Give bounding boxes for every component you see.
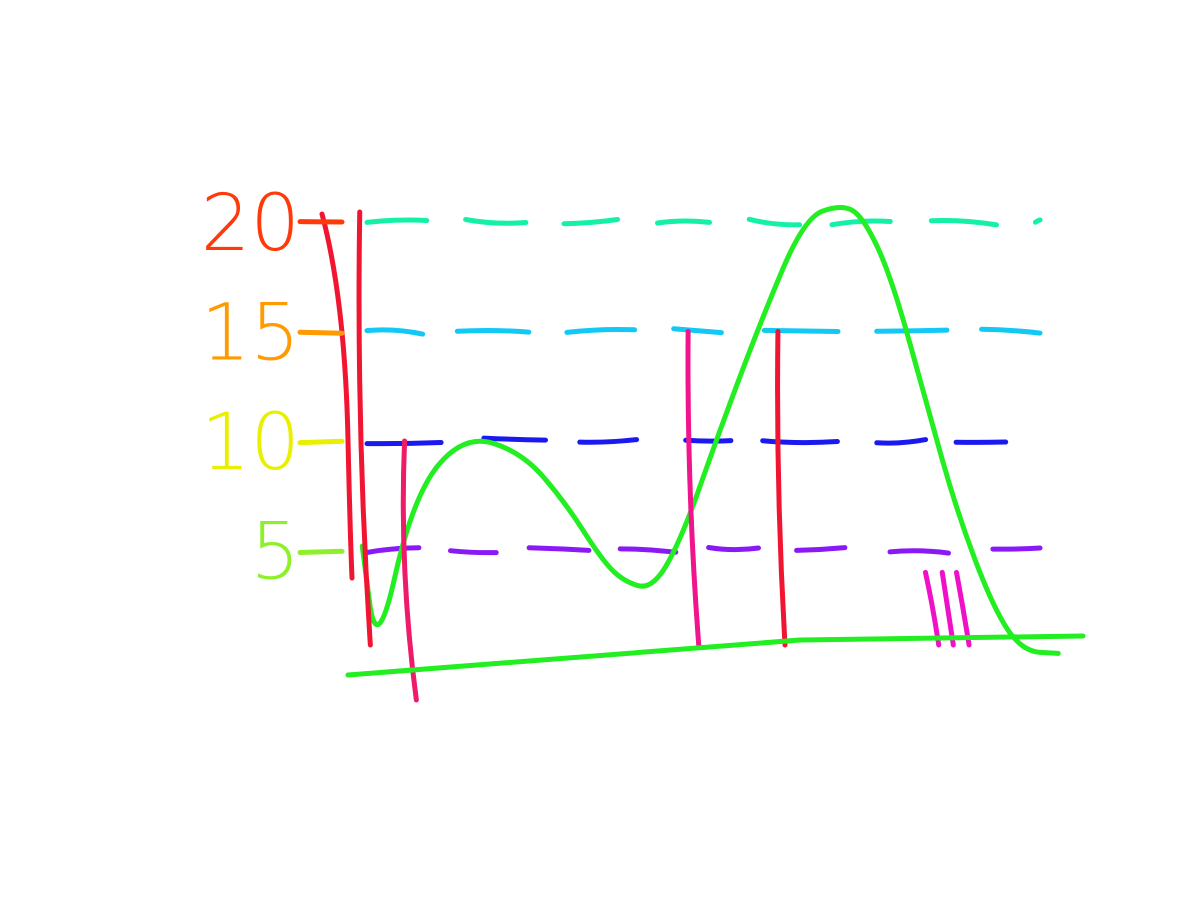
y-tick-label-15: 15 — [201, 289, 300, 379]
y-tick-labels: 20 15 10 5 — [201, 179, 345, 598]
series-line-0 — [359, 204, 1061, 656]
y-tick-mark — [297, 548, 345, 555]
gridline-15 — [364, 326, 1043, 337]
axes — [319, 211, 1086, 678]
y-tick-label-5: 5 — [250, 508, 300, 598]
vertical-marker — [922, 569, 942, 648]
y-tick-mark — [297, 329, 345, 336]
y-tick-mark — [297, 438, 345, 446]
vertical-marker — [775, 329, 788, 648]
y-tick-label-10: 10 — [201, 398, 300, 488]
x-axis-line — [345, 633, 1086, 678]
y-axis-line — [319, 211, 355, 581]
gridlines — [364, 216, 1043, 556]
vertical-marker — [954, 569, 972, 648]
y-tick-label-20: 20 — [201, 179, 300, 269]
series-layer — [359, 204, 1061, 658]
vertical-marker — [356, 209, 373, 648]
gridline-20 — [364, 216, 1043, 228]
vertical-marker — [685, 329, 702, 648]
vertical-marker — [400, 438, 419, 703]
vertical-marker — [939, 569, 956, 648]
gridline-5 — [364, 545, 1043, 556]
